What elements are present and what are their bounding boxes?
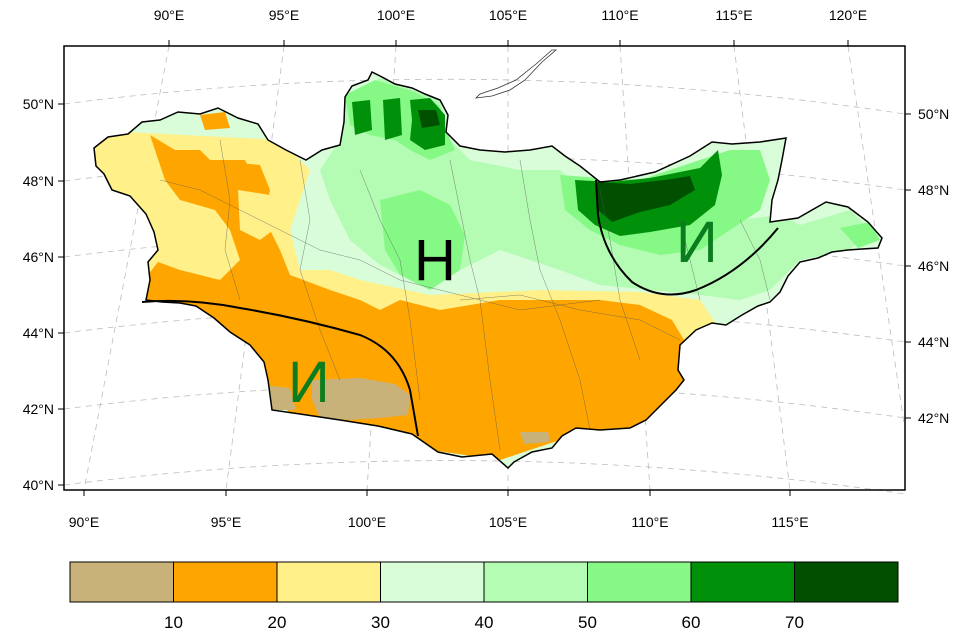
colorbar-swatch [69,561,174,603]
right-axis: 50°N 48°N 46°N 44°N 42°N [905,106,949,426]
bottom-axis: 90°E 95°E 100°E 105°E 110°E 115°E [69,490,809,530]
left-tick-label: 48°N [23,173,54,189]
region-label-east: И [676,210,718,275]
colorbar-swatch [380,561,485,603]
right-tick-label: 42°N [918,410,949,426]
band-10-20-patch-nw [200,112,230,130]
colorbar-swatch [794,561,899,603]
left-tick-label: 50°N [23,96,54,112]
bottom-tick-label: 105°E [489,514,527,530]
left-axis: 50°N 48°N 46°N 44°N 42°N 40°N [23,96,64,493]
bottom-tick-label: 95°E [211,514,242,530]
bottom-tick-label: 100°E [348,514,386,530]
neighbor-boundary [474,49,558,99]
colorbar-tick-label: 40 [475,613,494,632]
band-50-60-far-east [840,222,880,248]
right-tick-label: 50°N [918,106,949,122]
colorbar-tick-label: 70 [785,613,804,632]
colorbar-tick-label: 50 [578,613,597,632]
colorbar-swatch [483,561,588,603]
colorbar-tick-label: 10 [164,613,183,632]
top-tick-label: 95°E [269,7,300,23]
band-0-10-s [520,432,550,444]
colorbar-swatch [587,561,692,603]
map-frame [63,45,906,491]
top-tick-label: 110°E [601,7,638,23]
bottom-tick-label: 110°E [631,514,668,530]
band-10-20 [140,135,690,460]
colorbar-swatch [173,561,278,603]
band-60-70-b [383,98,402,140]
colorbar: 10 20 30 40 50 60 70 [69,561,899,632]
left-tick-label: 40°N [23,477,54,493]
band-20-30-patch [238,190,280,240]
band-70-plus-east [596,176,695,222]
province-boundaries [159,139,771,451]
bottom-tick-label: 115°E [771,514,808,530]
band-50-60-central [380,190,465,290]
band-0-10-sw [312,378,410,420]
left-tick-label: 44°N [23,325,54,341]
region-boundary-east [595,179,779,296]
right-tick-label: 48°N [918,182,949,198]
left-tick-label: 46°N [23,249,54,265]
region-boundary-southwest [141,299,419,437]
bottom-tick-label: 90°E [69,514,100,530]
region-label-southwest: И [288,350,330,415]
left-tick-label: 42°N [23,401,54,417]
top-tick-label: 115°E [715,7,752,23]
region-label-north: Н [414,228,456,293]
right-tick-label: 44°N [918,334,949,350]
band-70-plus-north [418,110,440,128]
colorbar-tick-label: 20 [268,613,287,632]
top-tick-label: 105°E [489,7,527,23]
colorbar-swatch [276,561,381,603]
top-axis: 90°E 95°E 100°E 105°E 110°E 115°E 120°E [154,7,867,46]
top-tick-label: 90°E [154,7,185,23]
colorbar-tick-label: 30 [371,613,390,632]
top-tick-label: 120°E [829,7,867,23]
right-tick-label: 46°N [918,258,949,274]
colorbar-tick-label: 60 [682,613,701,632]
band-60-70-a [352,100,372,135]
top-tick-label: 100°E [377,7,415,23]
colorbar-swatch [690,561,795,603]
